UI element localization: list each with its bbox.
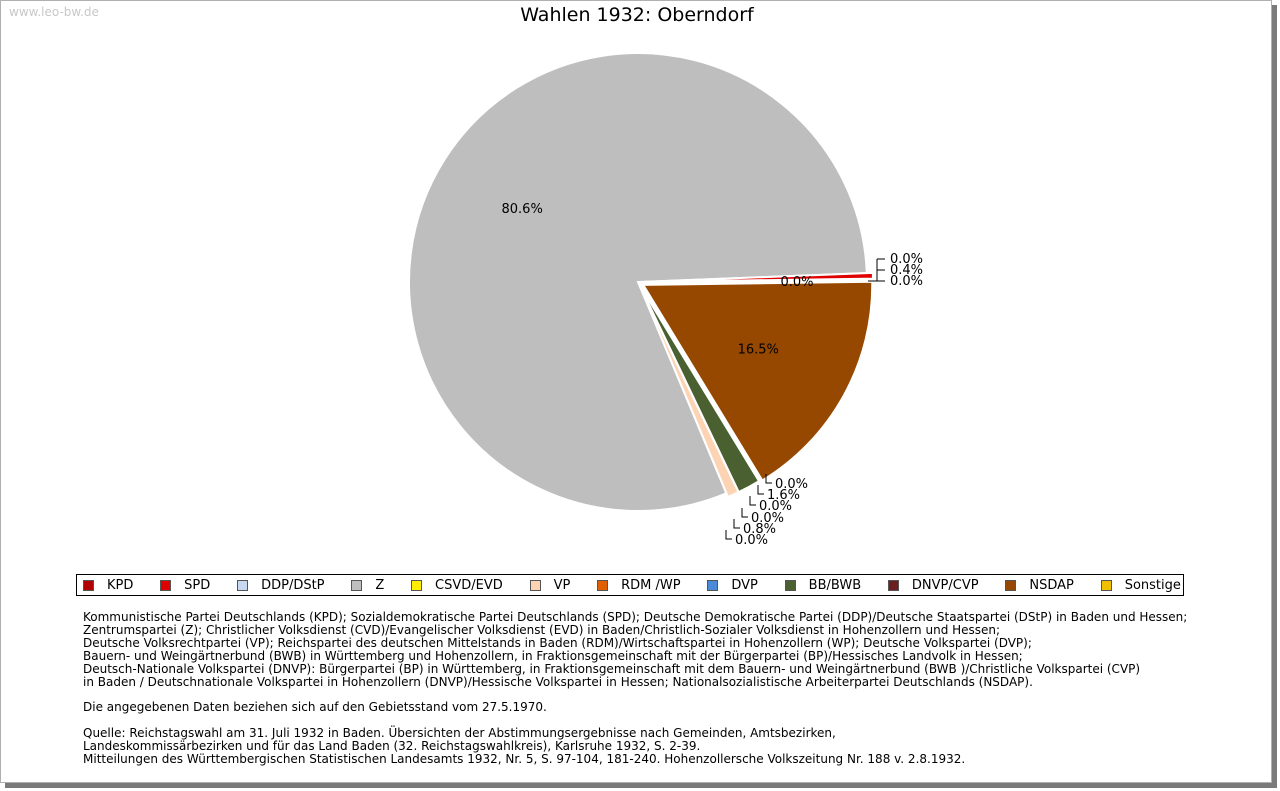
outside-label-vp: 0.8%: [743, 522, 776, 537]
outside-label-ddp-dstp: 0.0%: [890, 274, 923, 289]
notes-line: Deutsche Volksrechtpartei (VP); Reichspa…: [83, 635, 1032, 650]
notes-line: in Baden / Deutschnationale Volkspartei …: [83, 674, 1033, 689]
legend-item-nsdap: NSDAP: [1005, 578, 1074, 593]
pie-slice-spd: [643, 271, 874, 283]
chart-title: Wahlen 1932: Oberndorf: [520, 4, 754, 26]
legend-swatch: [83, 579, 94, 591]
notes-line: Deutsch-Nationale Volkspartei (DNVP): Bü…: [83, 661, 1141, 676]
legend-item-z: Z: [351, 578, 384, 593]
legend-label: DVP: [731, 577, 758, 593]
legend-label: Sonstige: [1124, 577, 1181, 593]
watermark: www.leo-bw.de: [9, 5, 99, 19]
legend-item-sonstige: Sonstige: [1100, 577, 1181, 593]
leader-line-vp: [733, 519, 740, 529]
notes-line: Landeskommissärbezirken und für das Land…: [83, 739, 701, 754]
notes-line: Quelle: Reichstagswahl am 31. Juli 1932 …: [83, 726, 836, 741]
legend-item-spd: SPD: [160, 578, 210, 593]
legend-label: DNVP/CVP: [911, 577, 979, 593]
outside-label-bb-bwb: 1.6%: [767, 488, 800, 503]
legend-label: SPD: [184, 577, 211, 593]
legend-label: CSVD/EVD: [435, 577, 503, 593]
slice-label-nsdap: 16.5%: [738, 342, 779, 357]
pie-slice-z: [408, 52, 868, 512]
legend-item-dvp: DVP: [707, 578, 758, 593]
leader-line-csvd-evd: [725, 530, 732, 540]
outside-label-rdm-wp: 0.0%: [751, 511, 784, 526]
pie-chart: 80.6%16.5%0.0%0.0%0.4%0.0%0.0%1.6%0.0%0.…: [408, 52, 923, 548]
slice-label-z: 80.6%: [502, 202, 543, 217]
notes-line: Mitteilungen des Württembergischen Stati…: [83, 751, 966, 766]
legend-label: KPD: [107, 577, 134, 593]
legend-swatch: [529, 579, 541, 591]
legend-swatch: [1005, 579, 1017, 591]
legend: KPD SPD DDP/DStP Z CSVD/EVD VP RDM /WP DVP BB/BW…: [76, 574, 1184, 596]
leader-line-bb-bwb: [757, 485, 764, 495]
legend-item-vp: VP: [529, 577, 571, 593]
legend-item-ddp-dstp: DDP/DStP: [237, 577, 325, 593]
legend-swatch: [597, 579, 609, 591]
legend-item-kpd: KPD: [83, 578, 133, 593]
slice-label-sonstige-inner: 0.0%: [780, 275, 813, 290]
legend-swatch: [411, 579, 423, 591]
legend-swatch: [1100, 579, 1112, 591]
outside-label-kpd: 0.0%: [890, 252, 923, 267]
outside-label-dnvp-cvp: 0.0%: [775, 477, 808, 492]
legend-item-bb-bwb: BB/BWB: [784, 577, 862, 593]
legend-label: BB/BWB: [808, 577, 862, 593]
legend-swatch: [351, 579, 363, 591]
legend-swatch: [707, 579, 719, 591]
legend-label: VP: [553, 577, 571, 593]
notes-line: Die angegebenen Daten beziehen sich auf …: [83, 700, 547, 715]
outside-label-csvd-evd: 0.0%: [735, 533, 768, 548]
legend-item-dnvp-cvp: DNVP/CVP: [887, 577, 979, 593]
legend-swatch: [160, 579, 172, 591]
legend-label: DDP/DStP: [261, 577, 325, 593]
outside-label-dvp: 0.0%: [759, 499, 792, 514]
notes-line: Kommunistische Partei Deutschlands (KPD)…: [83, 610, 1188, 624]
legend-swatch: [784, 579, 796, 591]
pie-slice-nsdap: [641, 280, 874, 482]
legend-item-rdm-wp: RDM /WP: [597, 577, 681, 593]
notes-line: Zentrumspartei (Z); Christlicher Volksdi…: [83, 622, 1001, 637]
legend-label: NSDAP: [1029, 577, 1074, 593]
notes-text: Kommunistische Partei Deutschlands (KPD)…: [83, 611, 1233, 766]
outside-label-spd: 0.4%: [890, 263, 923, 278]
leader-line-dnvp-cvp: [765, 474, 772, 484]
pie-slice-vp: [638, 285, 740, 499]
legend-swatch: [887, 579, 899, 591]
notes-line: Bauern- und Weingärtnerbund (BWB) in Wür…: [83, 648, 1023, 663]
legend-item-csvd-evd: CSVD/EVD: [411, 578, 503, 593]
leader-line-rdm-wp: [741, 508, 748, 518]
legend-label: RDM /WP: [621, 577, 681, 593]
legend-label: Z: [375, 577, 385, 593]
leader-line-dvp: [749, 496, 756, 506]
legend-swatch: [237, 579, 249, 591]
right-label-connector: [868, 258, 885, 282]
